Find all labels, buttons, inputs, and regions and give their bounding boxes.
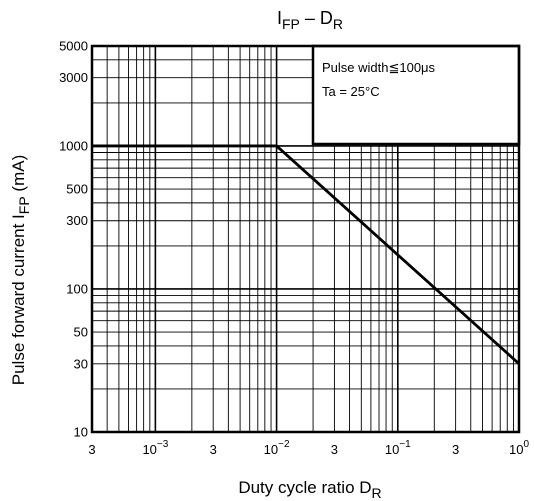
x-tick-labels: 3 10−3 3 10−2 3 10−1 3 100 [88,439,529,457]
chart-title: IFP – DR [277,8,343,32]
y-tick-label: 3000 [59,70,88,85]
annotation-line-1: Pulse width≦100μs [322,60,436,75]
y-axis-label: Pulse forward current IFP (mA) [9,155,32,385]
y-axis-label-unit: (mA) [9,155,28,192]
y-axis-label-sub: FP [16,196,32,214]
y-tick-labels: 10 30 50 100 300 500 1000 3000 5000 [59,39,88,440]
x-axis-label: Duty cycle ratio DR [238,478,381,501]
series [92,144,520,365]
x-tick-label: 3 [331,442,338,457]
y-tick-label: 1000 [59,138,88,153]
y-tick-label: 100 [66,281,88,296]
y-tick-label: 30 [74,356,88,371]
annotation-frame [311,44,521,146]
x-axis-label-sub: R [372,485,382,501]
x-axis-label-main: Duty cycle ratio D [238,478,371,497]
y-tick-label: 5000 [59,39,88,54]
grid [92,46,519,432]
x-tick-label: 3 [452,442,459,457]
plot-frame [90,44,521,434]
x-tick-label: 10−1 [385,439,411,457]
title-sub: FP [282,16,300,32]
y-tick-label: 500 [66,182,88,197]
y-axis-label-main: Pulse forward current I [9,214,28,385]
y-tick-label: 300 [66,213,88,228]
series-line-1 [92,144,520,365]
y-tick-label: 10 [74,425,88,440]
annotation-line-2: Ta = 25°C [322,84,380,99]
annotation-box: Pulse width≦100μs Ta = 25°C [311,44,521,146]
x-tick-label: 100 [509,439,529,457]
x-tick-label: 10−2 [264,439,290,457]
title-dash: – D [300,8,333,28]
title-main: I [277,8,282,28]
x-tick-label: 3 [88,442,95,457]
y-tick-label: 50 [74,325,88,340]
title-dash-sub: R [333,16,343,32]
x-tick-label: 3 [210,442,217,457]
x-tick-label: 10−3 [142,439,168,457]
